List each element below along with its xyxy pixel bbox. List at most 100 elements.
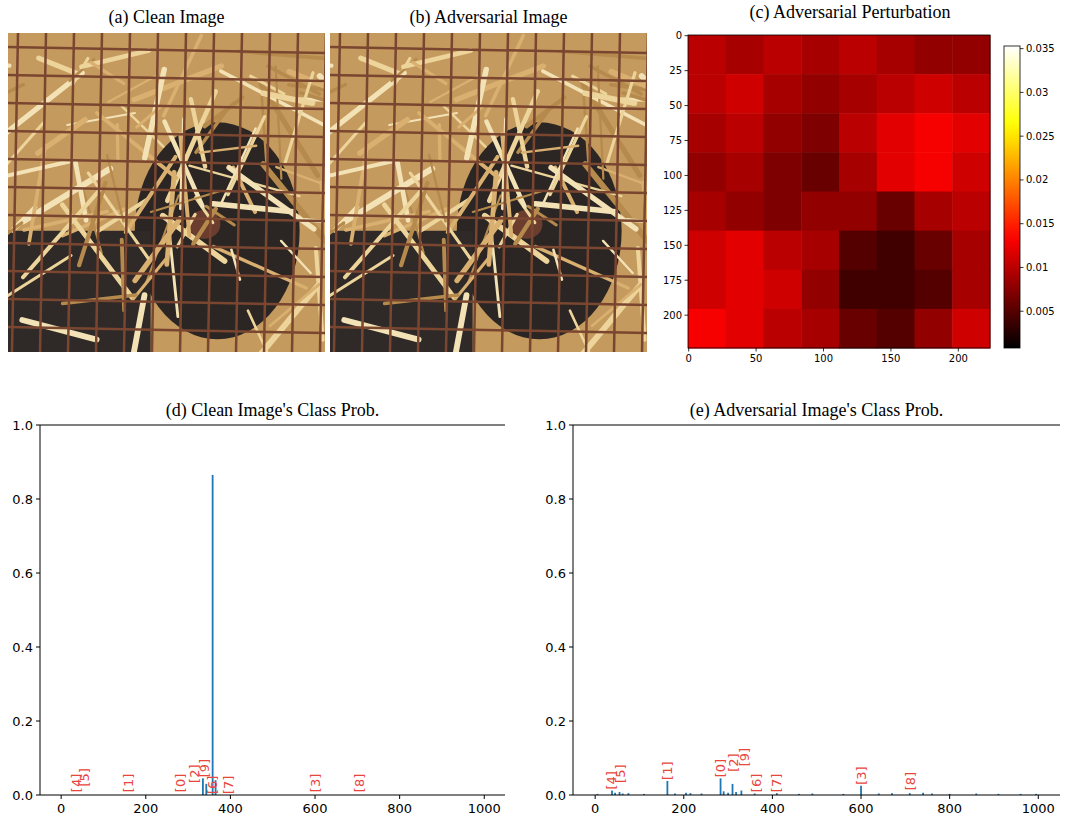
photo-straw (276, 66, 282, 178)
heatmap-cell (764, 309, 802, 349)
spine (40, 795, 505, 796)
heatmap-cell (915, 35, 953, 75)
class-annotation: [6] (205, 776, 220, 794)
photo-straw (598, 66, 604, 178)
heatmap-cell (688, 309, 726, 349)
tick-label: 150 (663, 240, 682, 251)
class-annotation: [7] (769, 774, 784, 792)
photo-straw (8, 255, 71, 303)
tick-label: 150 (881, 353, 900, 364)
photo-ground (8, 33, 325, 352)
photo-wire (8, 187, 325, 193)
photo-straw (191, 99, 205, 167)
photo-wire (330, 75, 647, 81)
photo-wire (320, 33, 325, 352)
photo-wire (330, 327, 647, 333)
photo-ground (330, 33, 647, 352)
photo-wire (474, 33, 480, 352)
class-annotation: [9] (737, 748, 752, 766)
heatmap-cell (915, 152, 953, 192)
annotations: [4][5][1][0][2][9][6][7][3][8] (69, 759, 367, 794)
photo-straw (116, 125, 120, 161)
photo-straw (262, 94, 267, 167)
tick (685, 315, 689, 316)
photo-animal (457, 122, 622, 339)
tick-label: 175 (663, 275, 682, 286)
heatmap-cell (952, 231, 990, 271)
photo-wire (530, 33, 536, 352)
tick-label: 1.0 (12, 418, 33, 433)
heatmap-cell (764, 113, 802, 153)
bar (212, 475, 214, 795)
tick-label: 0 (685, 353, 691, 364)
spine (573, 425, 574, 795)
bar (202, 778, 204, 795)
tick-label: 0.0 (545, 788, 566, 803)
tick (685, 70, 689, 71)
colorbar-tick (1020, 267, 1024, 268)
tick-label: 50 (669, 100, 682, 111)
tick-label: 50 (750, 353, 763, 364)
heatmap-cell (877, 113, 915, 153)
heatmap-cell (952, 74, 990, 114)
photo-wire (330, 215, 647, 221)
class-annotation: [5] (77, 768, 92, 786)
tick-label: 75 (669, 135, 682, 146)
tick (36, 647, 40, 648)
annotations: [4][5][1][0][2][9][6][7][3][8] (604, 748, 918, 792)
tick-label: 200 (133, 801, 158, 816)
tick-label: 100 (814, 353, 833, 364)
tick (595, 795, 596, 799)
tick-label: 200 (671, 801, 696, 816)
tick-label: 800 (937, 801, 962, 816)
tick (569, 499, 573, 500)
heatmap-cell (726, 35, 764, 75)
photo (8, 33, 325, 352)
photo-wire (152, 33, 158, 352)
tick-label: 400 (218, 801, 243, 816)
photo-wire (330, 243, 647, 249)
class-annotation: [3] (308, 774, 323, 792)
heatmap-cell (877, 270, 915, 310)
frame (688, 35, 990, 348)
photo-straw (344, 320, 418, 340)
heatmap-cell (839, 152, 877, 192)
heatmap-cell (726, 113, 764, 153)
photo-wire (8, 299, 325, 305)
tick-label: 600 (849, 801, 874, 816)
spine (573, 425, 1060, 426)
class-annotation: [8] (352, 774, 367, 792)
photo-straw (550, 117, 587, 195)
tick (685, 140, 689, 141)
heatmap-cell (688, 270, 726, 310)
photo-wire (8, 131, 325, 137)
bar (860, 786, 862, 795)
figure: (a) Clean Image(b) Adversarial Image(c) … (0, 0, 1070, 822)
tick (569, 573, 573, 574)
tick (756, 348, 757, 352)
tick-label: 0 (676, 30, 682, 41)
photo-straw (285, 73, 313, 163)
photo-wire (68, 33, 74, 352)
photo-wire (124, 33, 130, 352)
heatmap-cells (688, 35, 991, 349)
heatmap-cell (726, 309, 764, 349)
tick-label: 100 (663, 170, 682, 181)
class-annotation: [8] (903, 772, 918, 790)
bar (666, 781, 668, 795)
spine (40, 425, 505, 426)
heatmap-cell (688, 74, 726, 114)
heatmap-cell (764, 152, 802, 192)
heatmap-cell (726, 192, 764, 232)
photo-straw (330, 66, 331, 72)
tick-label: 1.0 (545, 418, 566, 433)
panel-title: (d) Clean Image's Class Prob. (166, 400, 380, 421)
heatmap-cell (764, 270, 802, 310)
colorbar-tick-label: 0.02 (1026, 174, 1048, 185)
tick-label: 0.8 (545, 492, 566, 507)
heatmap-cell (877, 309, 915, 349)
bar (720, 778, 722, 795)
heatmap-cell (915, 74, 953, 114)
class-annotation: [1] (660, 762, 675, 780)
photo-straw (535, 204, 615, 212)
